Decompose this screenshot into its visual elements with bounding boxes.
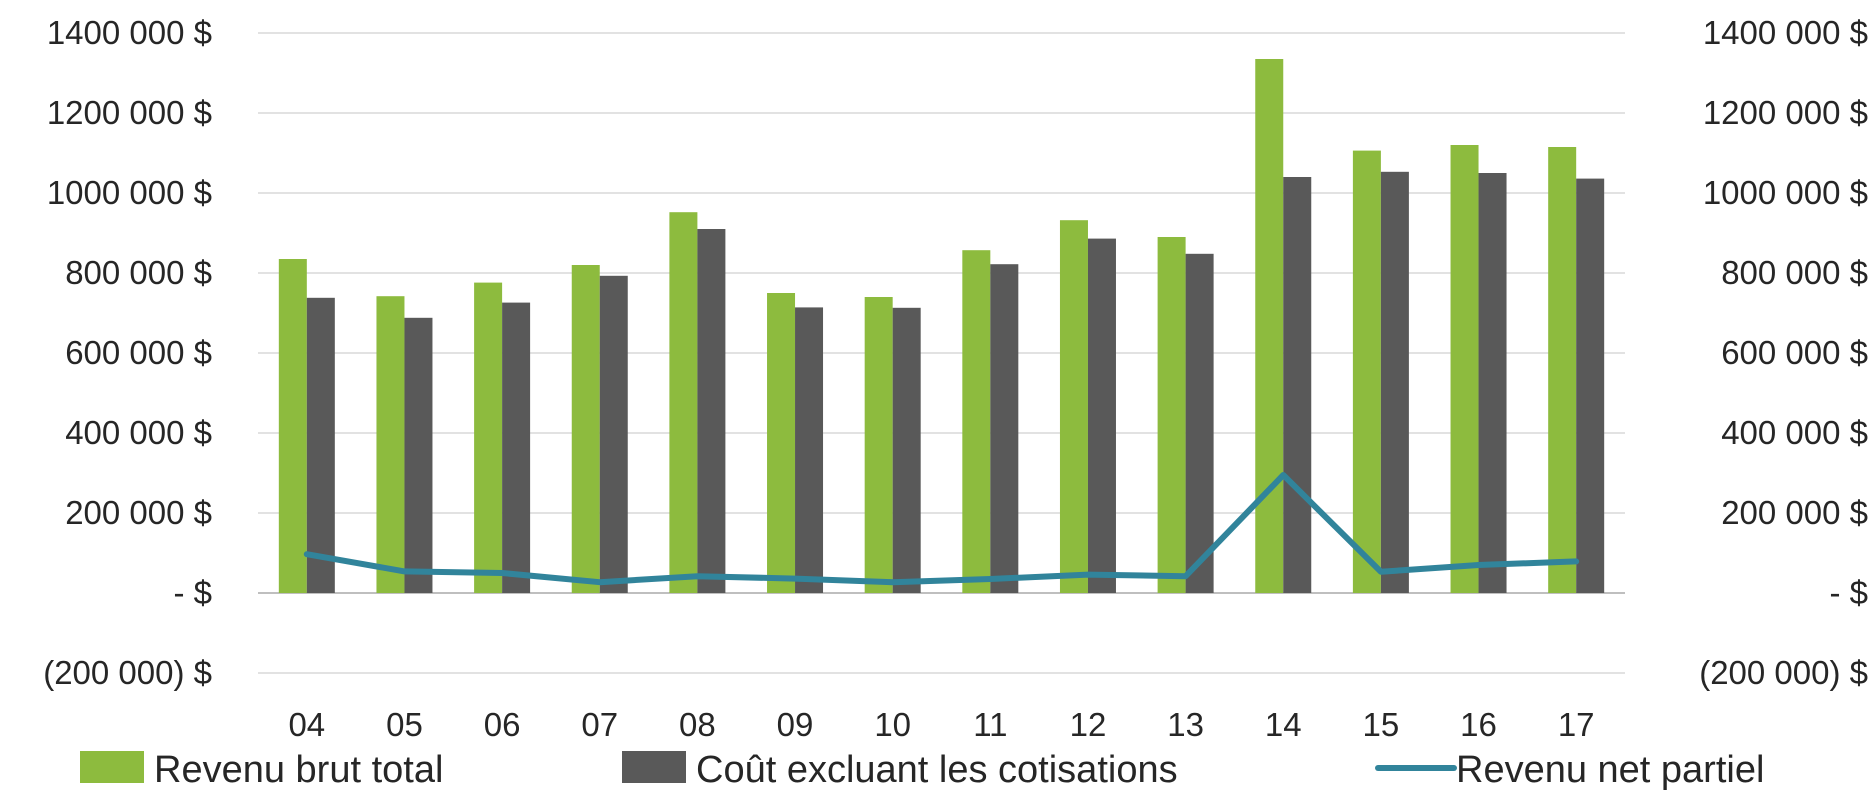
x-tick-label: 04	[288, 706, 325, 743]
x-tick-label: 17	[1558, 706, 1595, 743]
x-tick-label: 07	[581, 706, 618, 743]
y-tick-label-left: 1200 000 $	[47, 94, 212, 131]
y-tick-label-left: 1400 000 $	[47, 14, 212, 51]
bar-revenu-brut-total-05	[376, 296, 405, 593]
legend-label-revenu-brut-total: Revenu brut total	[154, 749, 443, 791]
y-tick-label-right: 1400 000 $	[1703, 14, 1868, 51]
bar-revenu-brut-total-12	[1059, 220, 1088, 593]
y-tick-label-right: 1200 000 $	[1703, 94, 1868, 131]
x-tick-label: 09	[777, 706, 814, 743]
x-tick-label: 11	[973, 706, 1007, 743]
bar-cout-excluant-les-cotisations-13	[1185, 253, 1214, 594]
legend-label-revenu-net-partiel: Revenu net partiel	[1456, 749, 1764, 791]
x-tick-label: 12	[1070, 706, 1107, 743]
y-tick-label-left: - $	[173, 574, 212, 611]
y-tick-label-right: 1000 000 $	[1703, 174, 1868, 211]
y-tick-label-left: (200 000) $	[43, 654, 212, 691]
bar-revenu-brut-total-09	[767, 293, 796, 593]
bar-cout-excluant-les-cotisations-10	[892, 307, 921, 593]
bar-cout-excluant-les-cotisations-09	[795, 307, 824, 593]
y-tick-label-right: - $	[1829, 574, 1868, 611]
y-tick-label-right: 600 000 $	[1721, 334, 1868, 371]
bar-cout-excluant-les-cotisations-15	[1380, 171, 1409, 594]
bar-cout-excluant-les-cotisations-07	[599, 275, 628, 593]
y-tick-label-left: 800 000 $	[65, 254, 212, 291]
bars	[278, 59, 1605, 594]
bar-cout-excluant-les-cotisations-12	[1087, 238, 1116, 593]
y-tick-label-left: 600 000 $	[65, 334, 212, 371]
bar-cout-excluant-les-cotisations-06	[502, 302, 531, 593]
bar-revenu-brut-total-06	[474, 282, 503, 593]
line-revenu-net-partiel	[303, 472, 1580, 586]
bar-cout-excluant-les-cotisations-11	[990, 264, 1019, 593]
bar-revenu-brut-total-14	[1255, 59, 1284, 593]
bar-revenu-brut-total-07	[571, 265, 600, 593]
bar-cout-excluant-les-cotisations-05	[404, 317, 433, 593]
x-tick-label: 06	[484, 706, 521, 743]
y-tick-label-left: 400 000 $	[65, 414, 212, 451]
bar-revenu-brut-total-04	[278, 259, 307, 593]
bar-revenu-brut-total-11	[962, 250, 991, 593]
x-tick-label: 15	[1363, 706, 1400, 743]
x-tick-label: 14	[1265, 706, 1302, 743]
legend-label-cout-excluant-les-cotisations: Coût excluant les cotisations	[696, 749, 1178, 791]
bar-revenu-brut-total-15	[1352, 150, 1381, 593]
bar-revenu-brut-total-17	[1548, 147, 1577, 593]
x-tick-label: 13	[1167, 706, 1204, 743]
gridlines	[258, 32, 1625, 674]
y-tick-label-right: 200 000 $	[1721, 494, 1868, 531]
y-tick-label-right: (200 000) $	[1699, 654, 1868, 691]
bar-revenu-brut-total-10	[864, 297, 893, 593]
y-tick-label-right: 800 000 $	[1721, 254, 1868, 291]
bar-revenu-brut-total-08	[669, 212, 698, 593]
y-tick-label-left: 1000 000 $	[47, 174, 212, 211]
y-axis-left: 1400 000 $ 1200 000 $ 1000 000 $ 800 000 $ 6…	[43, 14, 212, 691]
bar-cout-excluant-les-cotisations-16	[1478, 173, 1507, 593]
x-tick-label: 08	[679, 706, 716, 743]
bar-cout-excluant-les-cotisations-04	[306, 297, 335, 593]
legend: Revenu brut total Coût excluant les cotis…	[80, 749, 1764, 791]
x-tick-label: 16	[1460, 706, 1497, 743]
x-axis: 04 05 06 07 08 09 10 11 12 13 14 15 16 17	[288, 706, 1594, 743]
line-series	[303, 472, 1580, 586]
bar-cout-excluant-les-cotisations-08	[697, 229, 726, 593]
y-tick-label-right: 400 000 $	[1721, 414, 1868, 451]
y-tick-label-left: 200 000 $	[65, 494, 212, 531]
x-tick-label: 05	[386, 706, 423, 743]
bar-cout-excluant-les-cotisations-14	[1283, 177, 1312, 593]
bar-revenu-brut-total-16	[1450, 145, 1479, 593]
x-tick-label: 10	[874, 706, 911, 743]
bar-revenu-brut-total-13	[1157, 237, 1186, 593]
legend-swatch-revenu-brut-total	[80, 751, 144, 783]
legend-swatch-cout-excluant-les-cotisations	[622, 751, 686, 783]
bar-cout-excluant-les-cotisations-17	[1576, 178, 1605, 593]
y-axis-right: 1400 000 $ 1200 000 $ 1000 000 $ 800 000 $ 6…	[1699, 14, 1868, 691]
